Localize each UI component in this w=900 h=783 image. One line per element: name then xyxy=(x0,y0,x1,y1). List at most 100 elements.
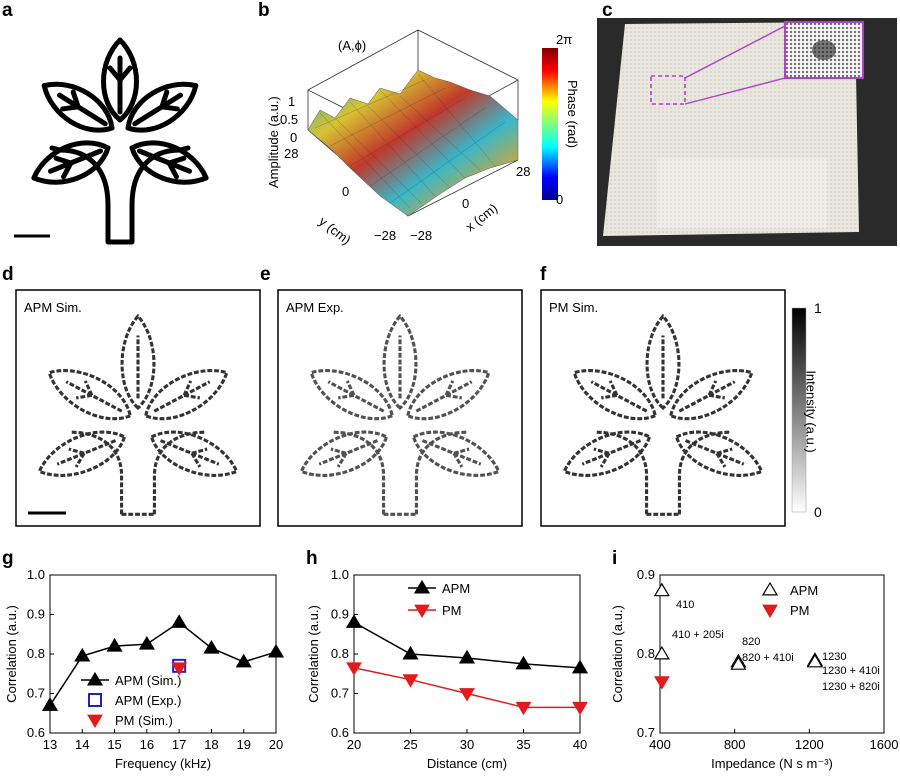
y-tick-label: 0.9 xyxy=(637,567,655,582)
data-point xyxy=(106,637,123,652)
y-tick-label: 1.0 xyxy=(27,567,45,582)
point-annotation: 1230 + 410i xyxy=(822,665,880,677)
z-axis-label: Amplitude (a.u.) xyxy=(266,96,281,188)
x-tick-label: 15 xyxy=(107,737,121,752)
series-line xyxy=(49,621,277,706)
intensity-min-label: 0 xyxy=(814,504,822,520)
metasurface-photo xyxy=(597,18,897,246)
x-tick-label: 40 xyxy=(573,737,587,752)
y-tick: 0 xyxy=(342,184,349,199)
data-point xyxy=(730,656,747,670)
x-tick-label: 18 xyxy=(204,737,218,752)
legend-marker xyxy=(87,714,103,728)
x-tick: 0 xyxy=(462,196,469,211)
data-point xyxy=(572,701,588,716)
x-tick: −28 xyxy=(410,228,432,243)
z-tick: 0.5 xyxy=(280,112,298,127)
x-tick-label: 20 xyxy=(347,737,361,752)
data-point xyxy=(402,645,419,660)
y-axis-label: Correlation (a.u.) xyxy=(4,605,19,703)
x-tick-label: 19 xyxy=(236,737,250,752)
legend-marker xyxy=(762,604,778,618)
x-tick-label: 800 xyxy=(724,737,746,752)
tree-outline-figure xyxy=(14,0,250,245)
y-tick-label: 0.8 xyxy=(637,646,655,661)
y-tick-label: 0.6 xyxy=(27,725,45,740)
data-point xyxy=(515,701,532,716)
data-point xyxy=(459,688,475,702)
x-tick-label: 20 xyxy=(269,737,283,752)
data-point xyxy=(171,662,188,676)
apm-exp-label: APM Exp. xyxy=(286,300,344,315)
panel-letter-d: d xyxy=(2,264,14,285)
x-tick-label: 1200 xyxy=(795,737,824,752)
y-axis-label: y (cm) xyxy=(316,214,354,248)
data-point xyxy=(653,645,670,660)
legend-marker xyxy=(413,579,431,594)
panel-letter-b: b xyxy=(258,0,270,21)
point-annotation: 820 xyxy=(742,636,760,648)
panel-letter-i: i xyxy=(612,548,618,569)
data-point xyxy=(346,662,362,676)
data-point xyxy=(267,643,285,658)
point-annotation: 1230 xyxy=(822,651,846,663)
data-point xyxy=(653,582,670,597)
x-tick-label: 25 xyxy=(403,737,417,752)
x-axis-label: Frequency (kHz) xyxy=(115,756,211,771)
colorbar-min-label: 0 xyxy=(556,192,563,207)
legend-marker xyxy=(414,604,430,618)
apm-sim-label: APM Sim. xyxy=(24,300,82,315)
apm-sim-image xyxy=(15,289,261,527)
legend-entry: APM xyxy=(442,581,470,596)
x-tick-label: 16 xyxy=(140,737,154,752)
legend-entry: PM xyxy=(790,603,810,618)
panel-letter-c: c xyxy=(602,0,613,21)
y-tick-label: 0.7 xyxy=(637,725,655,740)
y-tick-label: 0.9 xyxy=(27,607,45,622)
pm-sim-label: PM Sim. xyxy=(549,300,599,315)
legend-entry: APM (Sim.) xyxy=(115,673,181,688)
y-tick-label: 1.0 xyxy=(331,567,349,582)
chart-correlation-vs-frequency: 13 14 15 16 17 18 19 20 0.6 0.7 0.8 0.9 1.0 Frequency… xyxy=(4,567,285,771)
data-point xyxy=(74,647,91,662)
x-tick-label: 17 xyxy=(172,737,186,752)
apm-exp-image xyxy=(277,289,523,527)
z-tick: 1 xyxy=(288,94,295,109)
colorbar-label: Phase (rad) xyxy=(565,80,580,148)
x-axis-label: Distance (cm) xyxy=(427,756,507,771)
point-annotation: 1230 + 820i xyxy=(822,681,880,693)
x-tick-label: 13 xyxy=(43,737,57,752)
x-tick-label: 30 xyxy=(460,737,474,752)
data-point xyxy=(235,653,252,668)
surface-title: (A,ϕ) xyxy=(338,38,366,53)
point-annotation: 820 + 410i xyxy=(742,652,794,664)
legend-marker xyxy=(761,581,779,596)
zoom-region-box xyxy=(650,75,686,105)
data-point xyxy=(203,639,220,654)
y-tick-label: 0.8 xyxy=(27,646,45,661)
data-point xyxy=(138,635,155,650)
y-axis-label: Correlation (a.u.) xyxy=(610,605,625,703)
panel-letter-g: g xyxy=(2,548,14,569)
y-tick-label: 0.8 xyxy=(331,646,349,661)
y-tick-label: 0.7 xyxy=(27,686,45,701)
panel-letter-a: a xyxy=(2,0,13,21)
colorbar-max-label: 2π xyxy=(556,32,572,47)
x-tick-label: 14 xyxy=(75,737,89,752)
x-tick-label: 1600 xyxy=(870,737,899,752)
pm-sim-image xyxy=(540,289,786,527)
y-tick: −28 xyxy=(374,228,396,243)
data-point xyxy=(41,697,59,711)
point-annotation: 410 xyxy=(676,599,694,611)
legend-entry: PM (Sim.) xyxy=(115,713,173,728)
panel-letter-h: h xyxy=(306,548,318,569)
x-tick-label: 400 xyxy=(649,737,671,752)
data-point xyxy=(806,653,823,668)
y-axis-label: Correlation (a.u.) xyxy=(306,605,321,703)
legend-marker xyxy=(86,671,104,686)
data-point xyxy=(653,676,670,690)
data-point xyxy=(402,674,419,688)
legend-marker xyxy=(88,693,102,707)
legend-entry: APM (Exp.) xyxy=(115,693,181,708)
panel-letter-f: f xyxy=(540,264,547,285)
